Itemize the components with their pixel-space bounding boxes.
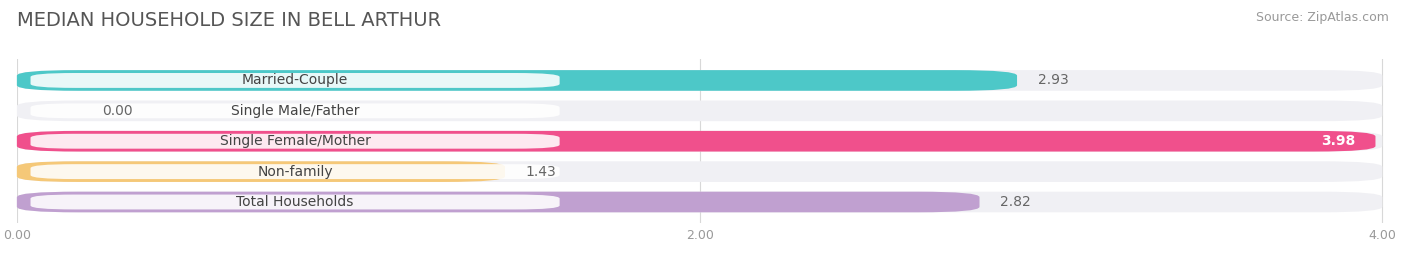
Text: Non-family: Non-family — [257, 165, 333, 179]
FancyBboxPatch shape — [31, 103, 560, 118]
FancyBboxPatch shape — [31, 73, 560, 88]
FancyBboxPatch shape — [17, 70, 1017, 91]
FancyBboxPatch shape — [31, 134, 560, 149]
Text: Married-Couple: Married-Couple — [242, 73, 349, 87]
Text: MEDIAN HOUSEHOLD SIZE IN BELL ARTHUR: MEDIAN HOUSEHOLD SIZE IN BELL ARTHUR — [17, 11, 441, 30]
Text: Single Female/Mother: Single Female/Mother — [219, 134, 371, 148]
Text: 0.00: 0.00 — [103, 104, 132, 118]
Text: Total Households: Total Households — [236, 195, 354, 209]
FancyBboxPatch shape — [17, 161, 505, 182]
Text: Source: ZipAtlas.com: Source: ZipAtlas.com — [1256, 11, 1389, 24]
FancyBboxPatch shape — [17, 192, 980, 212]
Text: 2.82: 2.82 — [1000, 195, 1031, 209]
FancyBboxPatch shape — [31, 164, 560, 179]
Text: 1.43: 1.43 — [526, 165, 557, 179]
Text: 2.93: 2.93 — [1038, 73, 1069, 87]
FancyBboxPatch shape — [17, 131, 1382, 151]
FancyBboxPatch shape — [17, 131, 1375, 151]
Text: 3.98: 3.98 — [1320, 134, 1355, 148]
FancyBboxPatch shape — [31, 194, 560, 210]
FancyBboxPatch shape — [17, 192, 1382, 212]
Text: Single Male/Father: Single Male/Father — [231, 104, 360, 118]
FancyBboxPatch shape — [17, 101, 1382, 121]
FancyBboxPatch shape — [17, 70, 1382, 91]
FancyBboxPatch shape — [17, 161, 1382, 182]
